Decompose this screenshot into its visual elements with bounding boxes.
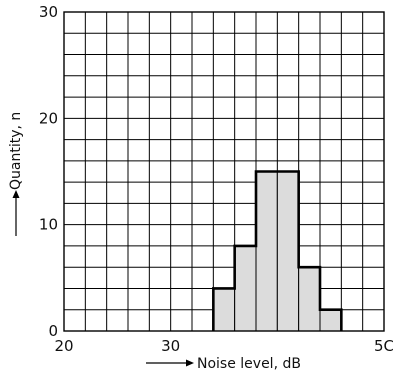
- histogram-bar-3: [255, 171, 278, 332]
- tick-labels: 20 30 5C 0 10 20 30: [39, 3, 393, 355]
- histogram-bar-2: [234, 245, 257, 332]
- histogram-bar-5: [298, 266, 321, 332]
- histogram-bar-6: [319, 309, 342, 332]
- x-tick-label: 20: [54, 337, 73, 355]
- grid: [63, 11, 385, 332]
- x-tick-label: 30: [161, 337, 180, 355]
- x-axis-label: Noise level, dB: [197, 356, 301, 372]
- plot-frame: [63, 11, 385, 332]
- y-axis-arrowhead: [12, 190, 20, 198]
- x-axis-title: Noise level, dB: [146, 356, 301, 372]
- histogram-bar-4: [276, 171, 300, 332]
- x-tick-label: 5C: [374, 337, 393, 355]
- y-tick-label: 10: [39, 216, 58, 234]
- plot-border: [63, 11, 385, 332]
- y-axis-title: Quantity, n: [8, 112, 24, 236]
- histogram-outline: [212, 170, 343, 331]
- y-axis-label: Quantity, n: [8, 112, 24, 190]
- y-tick-label: 30: [39, 3, 58, 21]
- histogram-bar-1: [212, 287, 236, 332]
- x-axis-arrowhead: [186, 359, 194, 367]
- y-tick-label: 0: [48, 322, 58, 340]
- bars: [212, 170, 343, 332]
- y-tick-label: 20: [39, 109, 58, 127]
